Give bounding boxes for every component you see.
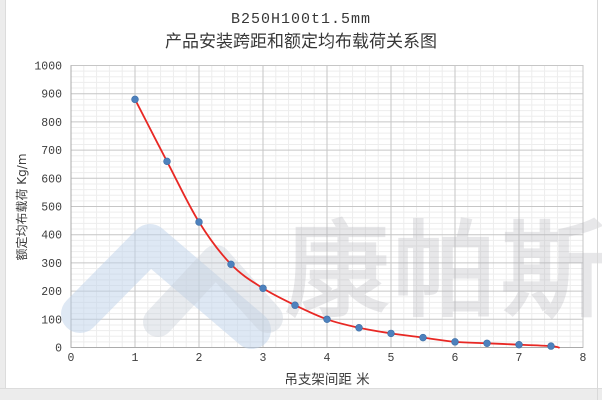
chart-title-main: 产品安装跨距和额定均布载荷关系图 <box>165 32 437 52</box>
y-tick-label: 400 <box>41 230 62 243</box>
grid-layer <box>0 64 584 349</box>
x-tick-label: 2 <box>196 352 203 365</box>
y-tick-label: 200 <box>41 286 62 299</box>
data-point <box>131 95 139 104</box>
y-tick-label: 800 <box>41 117 62 130</box>
data-point <box>515 340 523 349</box>
x-tick-label: 4 <box>324 352 331 365</box>
watermark-logo-left-peak-icon <box>61 224 271 349</box>
y-tick-label: 300 <box>41 258 62 271</box>
tick-labels-layer: 0 1 2 3 4 5 6 7 8 0 100 200 300 400 500 600 700 800 900 100… <box>34 61 586 365</box>
x-tick-label: 1 <box>132 352 139 365</box>
y-tick-label: 900 <box>41 89 62 102</box>
data-point <box>355 324 363 332</box>
data-point <box>323 315 331 323</box>
data-point <box>195 218 203 226</box>
series-layer <box>131 95 560 350</box>
x-tick-label: 8 <box>580 352 587 365</box>
data-point <box>291 301 299 309</box>
x-tick-label: 5 <box>388 352 395 365</box>
watermark: 康帕斯 <box>61 209 602 349</box>
x-tick-label: 6 <box>452 352 459 365</box>
y-tick-label: 700 <box>41 145 62 158</box>
x-tick-label: 0 <box>68 352 75 365</box>
data-point <box>483 339 491 347</box>
right-edge-line <box>597 0 598 400</box>
data-point <box>259 284 267 292</box>
y-tick-label: 1000 <box>34 61 62 74</box>
data-point <box>227 260 235 269</box>
x-tick-label: 7 <box>516 352 523 365</box>
data-point <box>451 338 459 346</box>
data-point <box>163 157 171 166</box>
watermark-logo-right-peak-icon <box>143 245 283 337</box>
y-axis-title: 额定均布载荷 Kg/m <box>15 153 29 261</box>
left-edge-strip <box>0 0 6 400</box>
y-tick-label: 100 <box>41 314 62 327</box>
bottom-edge-strip <box>0 388 602 400</box>
y-tick-label: 600 <box>41 173 62 186</box>
chart-title-model: B250H100t1.5mm <box>230 11 372 28</box>
x-tick-label: 3 <box>260 352 267 365</box>
data-point <box>419 333 427 342</box>
data-point <box>387 329 395 338</box>
watermark-text: 康帕斯 <box>285 209 602 332</box>
y-tick-label: 0 <box>55 343 62 356</box>
x-axis-title: 吊支架间距 米 <box>284 372 370 388</box>
data-point <box>547 342 555 350</box>
y-tick-label: 500 <box>41 202 62 215</box>
